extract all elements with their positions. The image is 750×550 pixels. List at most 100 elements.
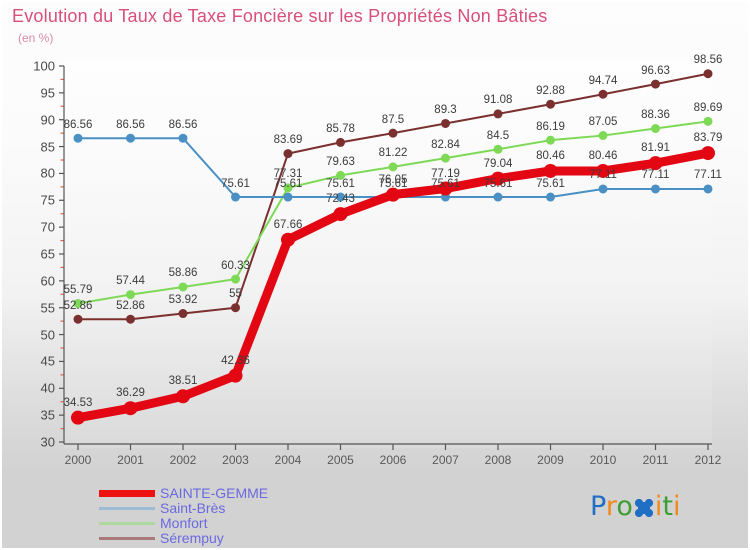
y-axis-tick-label: 75 (40, 192, 55, 208)
data-point (388, 162, 398, 172)
data-point (493, 109, 503, 119)
data-point (651, 184, 660, 194)
logo-letter-o: o (616, 491, 633, 522)
x-axis-tick-label: 2009 (537, 453, 564, 467)
y-axis-tick-label: 65 (40, 246, 55, 262)
data-point (231, 303, 240, 313)
chart-legend: SAINTE-GEMME Saint-Brès Monfort Sérempuy (98, 486, 418, 546)
x-axis-tick-label: 2008 (484, 453, 512, 467)
data-point (651, 124, 660, 134)
x-axis-tick-label: 2007 (432, 453, 459, 467)
x-axis-tick-label: 2006 (379, 453, 407, 467)
data-point (386, 187, 400, 202)
logo-letter-r: r (605, 491, 617, 522)
legend-swatch (98, 490, 156, 497)
y-axis-tick-label: 60 (40, 273, 55, 289)
y-axis-tick-label: 50 (40, 327, 55, 343)
data-point (281, 232, 295, 247)
logo-x-icon (633, 495, 655, 518)
data-point (123, 401, 138, 416)
data-point (598, 89, 608, 99)
logo-letter-i2: i (672, 491, 681, 522)
data-point (546, 99, 555, 109)
y-axis-tick-label: 90 (40, 112, 55, 128)
data-point (546, 192, 555, 202)
x-axis-tick-label: 2005 (327, 453, 354, 467)
y-axis-tick-label: 45 (40, 353, 55, 369)
legend-swatch (98, 522, 156, 525)
data-point (648, 156, 663, 171)
data-point (703, 116, 713, 126)
data-point (388, 128, 398, 138)
y-axis-tick-label: 70 (40, 219, 55, 235)
data-point (73, 314, 83, 324)
data-point (598, 184, 608, 194)
data-point (543, 163, 558, 178)
legend-item[interactable]: Monfort (98, 516, 418, 531)
legend-label: SAINTE-GEMME (160, 485, 269, 501)
data-point (231, 192, 240, 202)
y-axis-tick-label: 35 (40, 407, 55, 423)
y-axis-tick-label: 40 (40, 380, 55, 396)
data-point (228, 368, 243, 383)
proxiti-logo[interactable]: Pro iti (590, 491, 680, 522)
data-point (126, 133, 135, 143)
y-axis-tick-label: 30 (40, 434, 55, 450)
logo-letter-p: P (590, 491, 606, 522)
plot-background (64, 60, 712, 448)
data-point (336, 192, 345, 202)
data-point (73, 298, 83, 308)
data-point (178, 282, 188, 292)
data-point (703, 69, 713, 79)
data-point (493, 192, 503, 202)
data-point (703, 184, 713, 194)
x-axis-tick-label: 2000 (64, 453, 92, 467)
chart-unit-label: (en %) (18, 31, 54, 45)
legend-item[interactable]: Sérempuy (98, 531, 418, 546)
series-line (77, 120, 709, 305)
data-point (71, 410, 85, 425)
legend-label: Monfort (160, 515, 208, 531)
x-axis-tick-label: 2004 (274, 453, 302, 467)
data-point (701, 146, 715, 161)
data-point (126, 314, 135, 324)
data-point (441, 118, 450, 128)
data-point (178, 133, 188, 143)
legend-label: Saint-Brès (160, 500, 226, 516)
data-point (651, 79, 660, 89)
data-point (283, 183, 293, 193)
data-point (491, 171, 505, 186)
legend-label: Sérempuy (160, 530, 224, 546)
x-axis-tick-label: 2003 (222, 453, 249, 467)
data-point (546, 135, 555, 145)
data-point (283, 149, 293, 159)
y-axis-tick-label: 95 (40, 85, 55, 101)
data-point (441, 153, 450, 163)
data-point (336, 137, 345, 147)
logo-letter-t: t (662, 491, 673, 522)
x-axis-tick-label: 2012 (694, 453, 722, 467)
data-point (126, 290, 135, 300)
data-point (73, 133, 83, 143)
legend-swatch (98, 537, 156, 540)
y-axis-tick-label: 85 (40, 139, 55, 155)
plot-area: 34.53 36.29 38.51 42.36 67.66 72.43 76.05 77.19… (33, 54, 722, 467)
data-point (493, 144, 503, 154)
legend-item[interactable]: SAINTE-GEMME (98, 486, 418, 501)
y-axis-tick-label: 100 (33, 58, 55, 74)
legend-swatch (98, 507, 156, 510)
data-point (231, 274, 240, 284)
data-point (333, 207, 348, 222)
x-axis-tick-label: 2011 (642, 453, 669, 467)
data-point (598, 131, 608, 141)
y-axis-tick-label: 80 (40, 165, 55, 181)
logo-letter-i1: i (654, 491, 663, 522)
y-axis-tick-label: 55 (40, 300, 55, 316)
data-point (596, 163, 610, 178)
legend-item[interactable]: Saint-Brès (98, 501, 418, 516)
x-axis-tick-label: 2010 (589, 453, 617, 467)
chart-axes (59, 65, 712, 450)
data-point (336, 170, 345, 180)
data-point (178, 309, 188, 319)
